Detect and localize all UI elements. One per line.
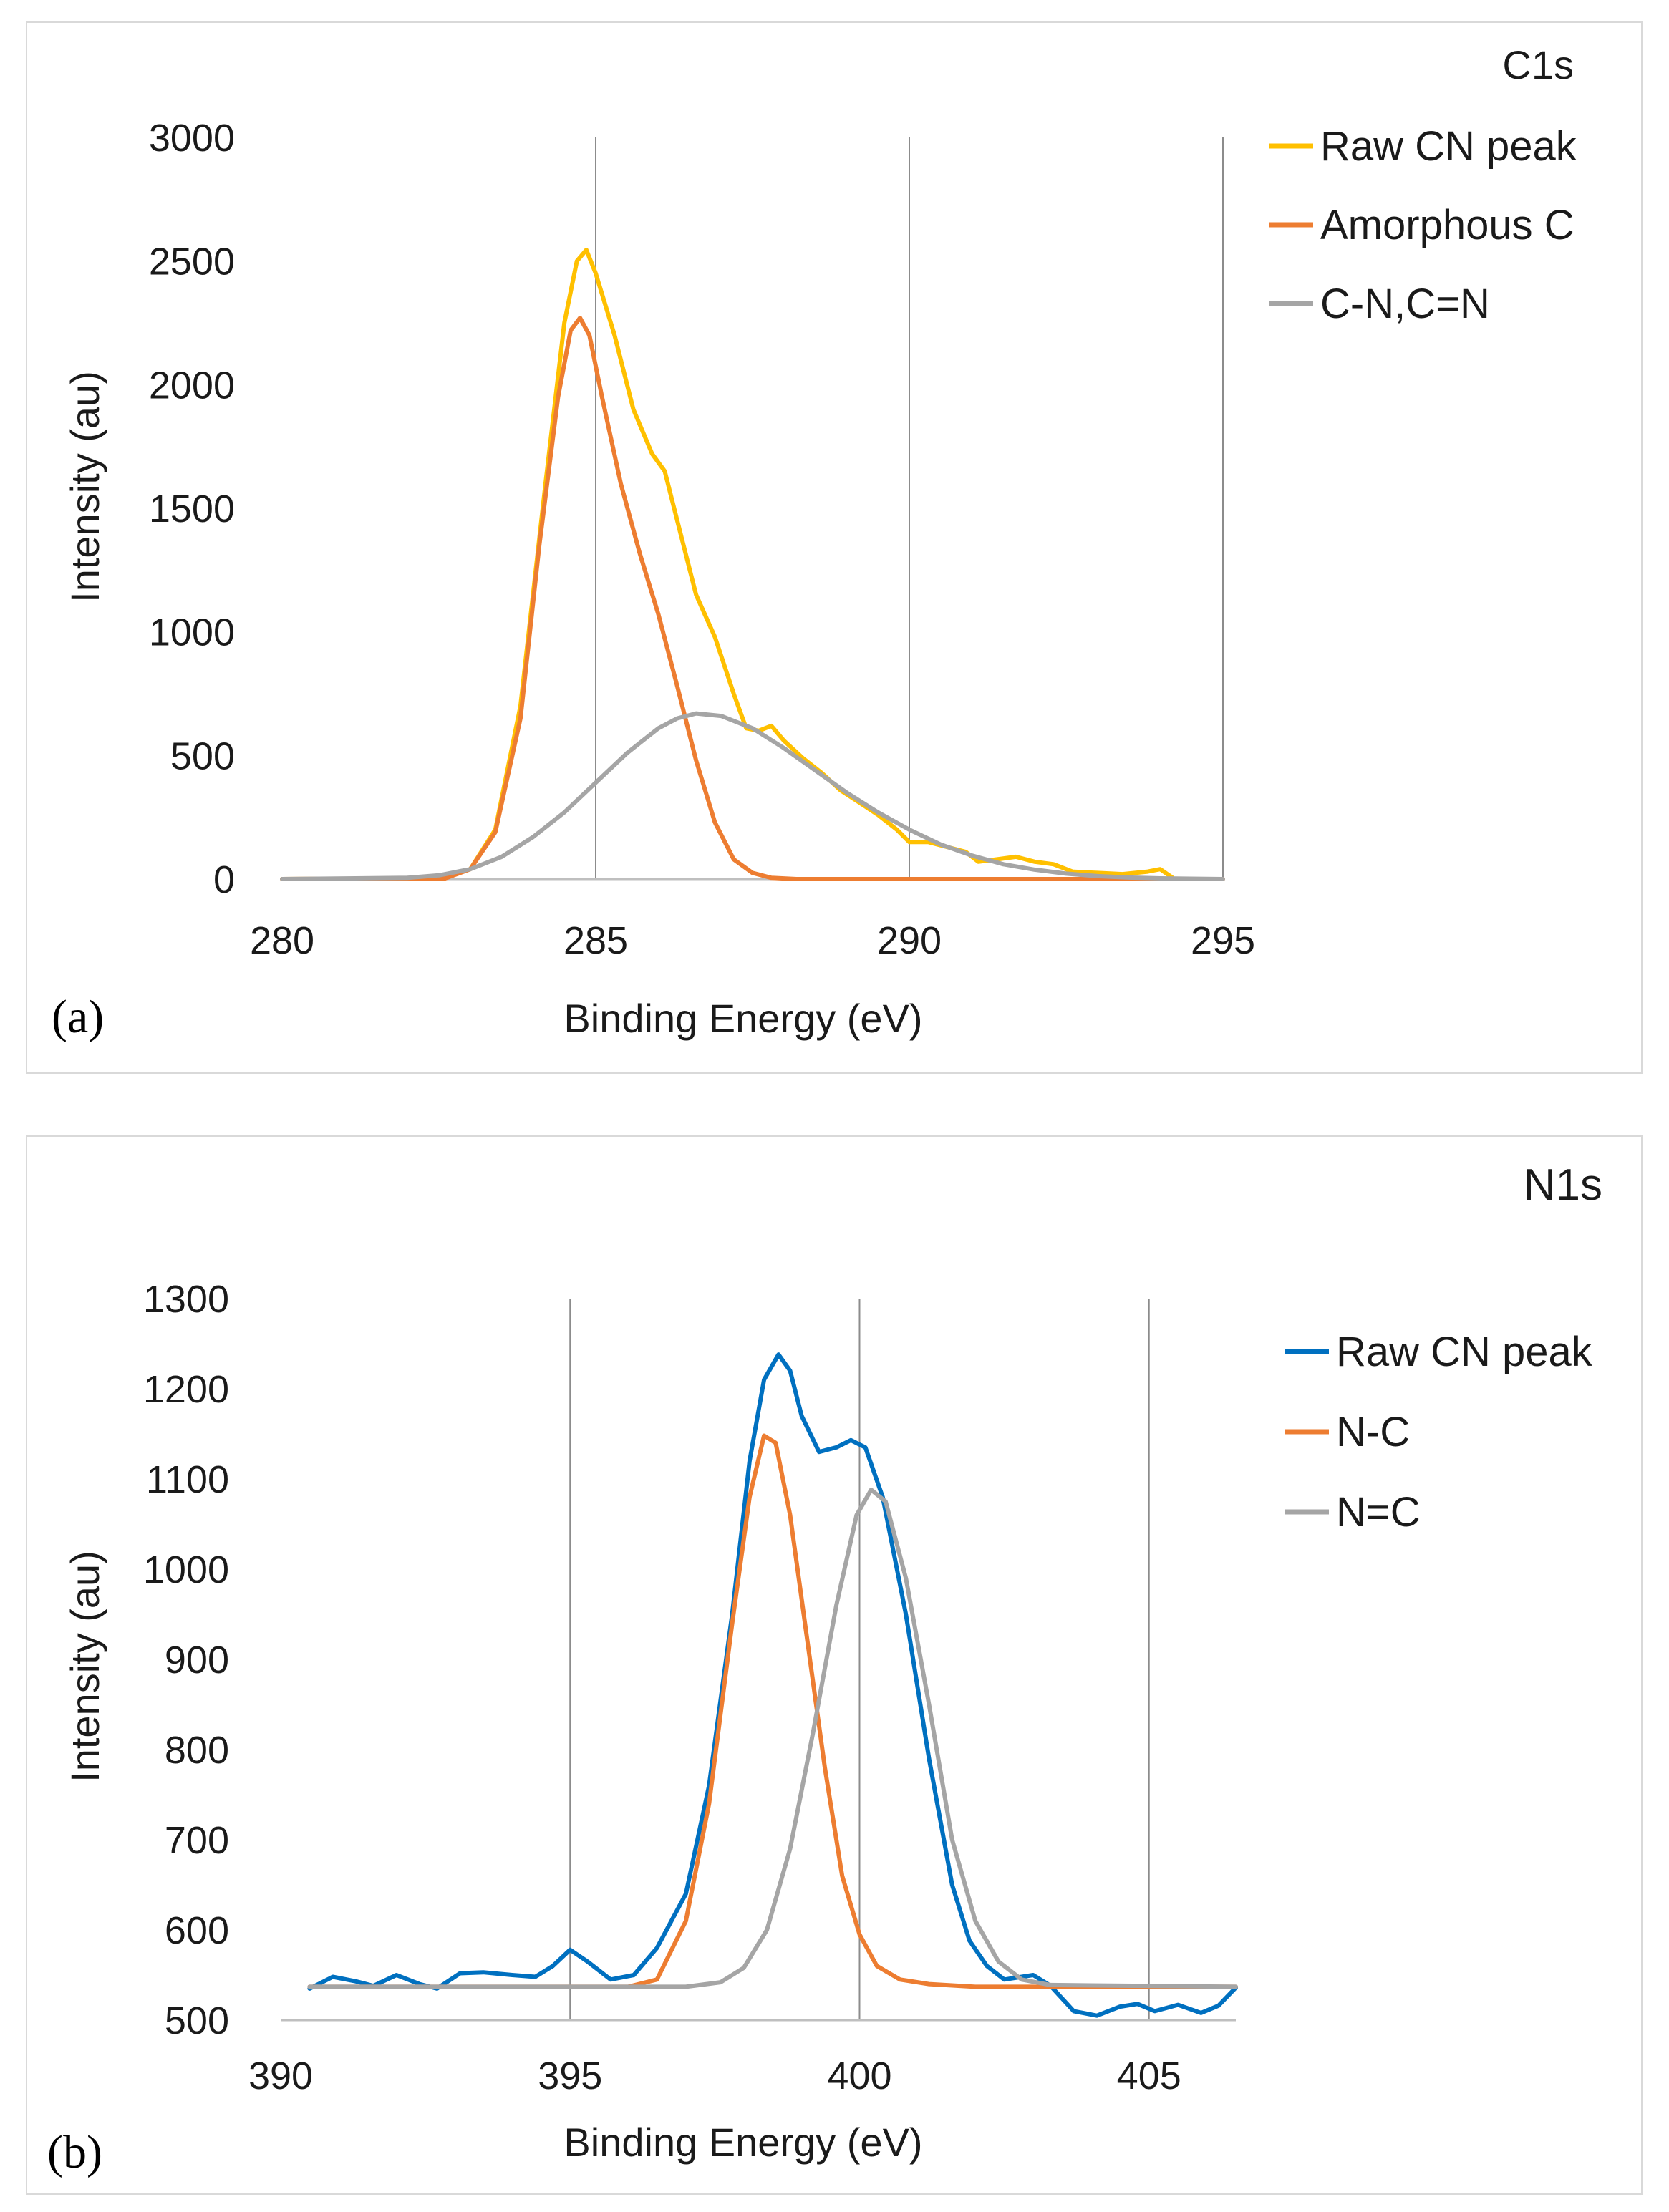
x-tick-label: 395 [538, 2055, 602, 2097]
y-tick-label: 1500 [149, 487, 235, 530]
y-tick-label: 1000 [149, 611, 235, 654]
chart-panel-n1s: 500 600 700 800 900 1000 1100 1200 1300 390 395 40… [26, 1135, 1643, 2195]
chart-panel-c1s: 0 500 1000 1500 2000 2500 3000 280 285 290 295 C1… [26, 21, 1643, 1074]
y-tick-label: 900 [165, 1639, 229, 1682]
y-tick-label: 1000 [143, 1548, 229, 1591]
legend-label: N=C [1336, 1489, 1421, 1536]
legend-label: N-C [1336, 1409, 1410, 1455]
x-tick-label: 295 [1191, 919, 1255, 962]
series-lines [307, 1352, 1238, 2018]
legend-label: Raw CN peak [1336, 1329, 1593, 1375]
y-tick-label: 1100 [146, 1458, 229, 1501]
series-line [280, 316, 1225, 881]
y-tick-labels: 0 500 1000 1500 2000 2500 3000 [149, 117, 235, 901]
chart-title: N1s [1524, 1160, 1602, 1210]
legend-label: Amorphous C [1320, 202, 1574, 248]
series-line [280, 711, 1225, 881]
y-tick-label: 500 [165, 1999, 229, 2042]
y-tick-label: 700 [165, 1819, 229, 1862]
series-line [280, 248, 1175, 881]
legend: Raw CN peak Amorphous C C-N,C=N [1269, 123, 1577, 327]
y-tick-labels: 500 600 700 800 900 1000 1100 1200 1300 [143, 1278, 229, 2042]
x-tick-label: 400 [827, 2055, 891, 2097]
x-tick-label: 390 [248, 2055, 313, 2097]
y-tick-label: 0 [213, 858, 235, 901]
x-tick-label: 405 [1117, 2055, 1181, 2097]
series-line [307, 1433, 1238, 1989]
y-tick-label: 500 [170, 734, 235, 777]
legend-label: Raw CN peak [1320, 123, 1577, 170]
y-axis-label: Intensity (au) [62, 1551, 107, 1782]
y-tick-label: 600 [165, 1909, 229, 1952]
y-tick-label: 3000 [149, 117, 235, 160]
legend-label: C-N,C=N [1320, 281, 1490, 327]
chart-title: C1s [1502, 42, 1574, 87]
x-tick-labels: 280 285 290 295 [250, 919, 1255, 962]
panel-label: (b) [47, 2126, 102, 2178]
x-axis-label: Binding Energy (eV) [563, 2120, 922, 2165]
x-tick-label: 285 [563, 919, 628, 962]
y-tick-label: 1200 [143, 1368, 229, 1411]
x-tick-labels: 390 395 400 405 [248, 2055, 1181, 2097]
series-lines [280, 248, 1225, 881]
x-tick-label: 280 [250, 919, 314, 962]
y-tick-label: 800 [165, 1729, 229, 1772]
gridlines [569, 1299, 1150, 2020]
y-tick-label: 2000 [149, 364, 235, 407]
x-axis-label: Binding Energy (eV) [563, 996, 922, 1041]
y-tick-label: 1300 [143, 1278, 229, 1321]
y-tick-label: 2500 [149, 241, 235, 283]
gridlines [595, 137, 1224, 879]
panel-label: (a) [52, 991, 104, 1043]
y-axis-label: Intensity (au) [62, 371, 107, 603]
x-tick-label: 290 [877, 919, 942, 962]
chart-svg-n1s: 500 600 700 800 900 1000 1100 1200 1300 390 395 40… [47, 1160, 1602, 2178]
legend: Raw CN peak N-C N=C [1285, 1329, 1593, 1536]
series-line [307, 1488, 1238, 1989]
series-line [307, 1352, 1238, 2018]
chart-svg-c1s: 0 500 1000 1500 2000 2500 3000 280 285 290 295 C1… [52, 42, 1577, 1043]
